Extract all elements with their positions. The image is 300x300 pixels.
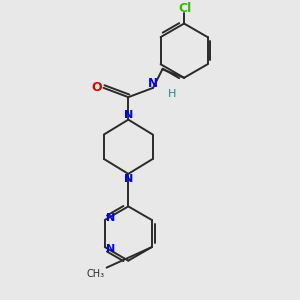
Text: N: N <box>106 213 116 224</box>
Text: N: N <box>106 244 116 254</box>
Text: N: N <box>148 77 158 90</box>
Text: O: O <box>91 81 102 94</box>
Text: H: H <box>167 89 176 99</box>
Text: CH₃: CH₃ <box>87 269 105 279</box>
Text: N: N <box>124 110 133 120</box>
Text: N: N <box>124 173 133 184</box>
Text: Cl: Cl <box>178 2 191 14</box>
